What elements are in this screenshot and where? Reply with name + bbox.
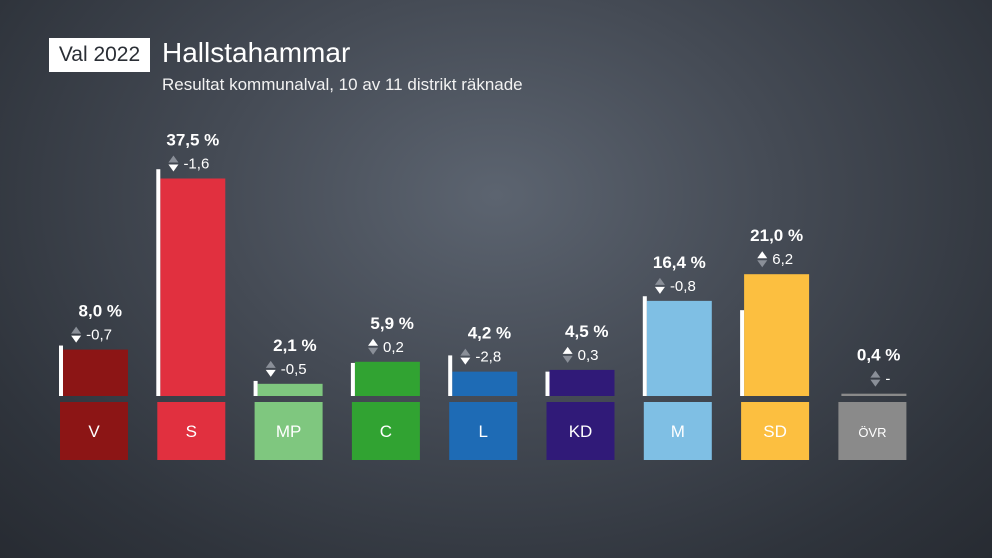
- election-year-badge: Val 2022: [49, 38, 150, 72]
- change-label: 0,2: [383, 339, 404, 356]
- party-label: MP: [276, 422, 302, 441]
- party-tile-kd: [546, 402, 615, 460]
- party-tile-c: [351, 402, 420, 460]
- up-arrow-icon: [562, 346, 573, 354]
- value-label: 2,1 %: [273, 336, 316, 355]
- down-arrow-icon: [757, 260, 768, 268]
- up-arrow-icon: [654, 277, 665, 285]
- change-label: 0,3: [578, 347, 599, 364]
- value-label: 21,0 %: [750, 226, 803, 245]
- party-tile-v: [60, 402, 128, 460]
- party-tile-övr: [838, 402, 907, 460]
- party-label: ÖVR: [858, 425, 886, 440]
- down-arrow-icon: [168, 164, 179, 172]
- party-tile-sd: [741, 402, 810, 460]
- bar-l: [452, 371, 518, 396]
- previous-result-marker-v: [59, 345, 63, 396]
- value-label: 4,2 %: [468, 324, 511, 343]
- change-label: -0,5: [281, 361, 307, 378]
- party-label: C: [380, 422, 392, 441]
- down-arrow-icon: [870, 379, 881, 387]
- down-arrow-icon: [368, 347, 379, 355]
- bar-c: [354, 361, 420, 396]
- previous-result-marker-s: [156, 169, 161, 396]
- bar-s: [160, 178, 226, 396]
- previous-result-marker-mp: [253, 380, 258, 396]
- previous-result-marker-c: [350, 362, 355, 396]
- party-tile-s: [157, 402, 226, 460]
- down-arrow-icon: [265, 369, 276, 377]
- up-arrow-icon: [368, 338, 379, 346]
- up-arrow-icon: [265, 360, 276, 368]
- party-tile-mp: [254, 402, 323, 460]
- up-arrow-icon: [460, 348, 471, 356]
- page-subtitle: Resultat kommunalval, 10 av 11 distrikt …: [162, 75, 523, 94]
- previous-result-marker-sd: [740, 310, 745, 396]
- down-arrow-icon: [460, 357, 471, 365]
- party-label: SD: [763, 422, 787, 441]
- party-label: V: [88, 422, 100, 441]
- down-arrow-icon: [562, 355, 573, 363]
- value-label: 8,0 %: [79, 302, 122, 321]
- previous-result-marker-m: [642, 296, 647, 396]
- bar-m: [646, 300, 712, 396]
- value-label: 4,5 %: [565, 322, 608, 341]
- bar-kd: [549, 369, 615, 396]
- change-label: -2,8: [475, 349, 501, 366]
- up-arrow-icon: [757, 251, 768, 259]
- bar-sd: [744, 274, 810, 396]
- previous-result-marker-l: [448, 355, 453, 396]
- change-label: -0,8: [670, 278, 696, 295]
- party-tile-m: [643, 402, 712, 460]
- up-arrow-icon: [71, 326, 82, 334]
- previous-result-marker-kd: [545, 371, 550, 396]
- down-arrow-icon: [654, 286, 665, 294]
- party-label: S: [186, 422, 197, 441]
- party-label: M: [671, 422, 685, 441]
- change-label: 6,2: [772, 251, 793, 268]
- party-tile-l: [449, 402, 518, 460]
- page-title: Hallstahammar: [162, 37, 351, 68]
- bar-mp: [257, 383, 323, 396]
- value-label: 37,5 %: [166, 131, 219, 150]
- down-arrow-icon: [71, 335, 82, 343]
- party-label: L: [478, 422, 487, 441]
- up-arrow-icon: [870, 370, 881, 378]
- value-label: 16,4 %: [653, 253, 706, 272]
- bar-v: [63, 349, 128, 396]
- party-label: KD: [569, 422, 593, 441]
- value-label: 5,9 %: [370, 314, 413, 333]
- value-label: 0,4 %: [857, 346, 900, 365]
- change-label: -: [885, 371, 890, 388]
- bar-övr: [841, 393, 907, 396]
- up-arrow-icon: [168, 155, 179, 163]
- change-label: -1,6: [183, 156, 209, 173]
- change-label: -0,7: [86, 327, 112, 344]
